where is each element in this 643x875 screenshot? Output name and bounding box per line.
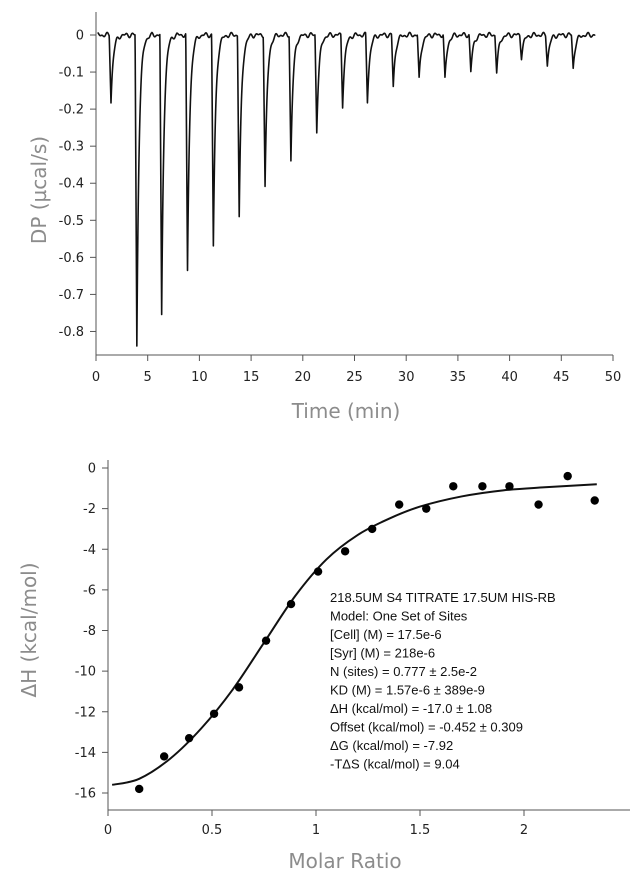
annotation-line: [Syr] (M) = 218e-6 <box>330 646 435 661</box>
thermogram-trace <box>96 31 596 347</box>
bottom-y-tick-label: -2 <box>83 502 96 517</box>
top-x-tick-label: 50 <box>605 370 622 385</box>
top-x-tick-label: 15 <box>243 370 260 385</box>
data-point <box>261 636 271 645</box>
annotation-line: ΔG (kcal/mol) = -7.92 <box>330 738 453 753</box>
top-y-tick-label: -0.2 <box>59 103 84 118</box>
thermogram-chart: 0 5 10 15 20 25 30 35 40 45 50 0 -0.1 -0.2 -0.3 -0.4 -0… <box>27 12 621 423</box>
top-y-tick-label: -0.5 <box>59 214 84 229</box>
data-point <box>234 683 244 692</box>
top-x-tick-label: 20 <box>295 370 312 385</box>
top-y-axis-title: DP (µcal/s) <box>27 136 51 244</box>
annotation-line: -TΔS (kcal/mol) = 9.04 <box>330 757 460 772</box>
top-x-tick-label: 40 <box>501 370 518 385</box>
data-point <box>449 482 458 491</box>
top-x-tick-label: 35 <box>450 370 467 385</box>
top-x-tick-label: 0 <box>92 370 100 385</box>
top-x-axis-title: Time (min) <box>291 399 401 423</box>
fit-curve <box>111 483 597 786</box>
top-y-ticks: 0 -0.1 -0.2 -0.3 -0.4 -0.5 -0.6 -0.7 -0.8 <box>59 29 96 340</box>
bottom-y-axis-title: ΔH (kcal/mol) <box>17 562 41 697</box>
data-point <box>367 524 377 534</box>
top-x-ticks: 0 5 10 15 20 25 30 35 40 45 50 <box>92 355 621 385</box>
top-x-tick-label: 25 <box>346 370 363 385</box>
top-x-tick-label: 45 <box>553 370 570 385</box>
fit-annotation: 218.5UM S4 TITRATE 17.5UM HIS-RB Model: O… <box>330 590 556 772</box>
bottom-y-tick-label: -4 <box>83 543 96 558</box>
bottom-x-tick-label: 2 <box>520 823 528 838</box>
annotation-line: Model: One Set of Sites <box>330 609 468 624</box>
annotation-line: [Cell] (M) = 17.5e-6 <box>330 627 442 642</box>
bottom-y-tick-label: -12 <box>75 705 96 720</box>
annotation-line: Offset (kcal/mol) = -0.452 ± 0.309 <box>330 720 523 735</box>
top-y-tick-label: -0.8 <box>59 325 84 340</box>
bottom-y-tick-label: -16 <box>75 787 96 802</box>
top-x-tick-label: 5 <box>144 370 152 385</box>
bottom-y-tick-label: -6 <box>83 583 96 598</box>
data-point <box>534 500 543 509</box>
bottom-x-tick-label: 0.5 <box>202 823 223 838</box>
top-x-tick-label: 30 <box>398 370 415 385</box>
data-point <box>340 547 350 556</box>
data-point <box>590 496 599 505</box>
bottom-y-tick-label: -14 <box>75 746 96 761</box>
top-x-tick-label: 10 <box>191 370 208 385</box>
data-points <box>135 471 599 794</box>
data-point <box>286 599 296 609</box>
bottom-x-tick-label: 1.5 <box>410 823 431 838</box>
data-point <box>184 733 194 743</box>
bottom-y-tick-label: 0 <box>88 462 96 477</box>
data-point <box>563 471 572 481</box>
annotation-line: KD (M) = 1.57e-6 ± 389e-9 <box>330 683 485 698</box>
data-point <box>135 784 144 794</box>
data-point <box>313 567 323 576</box>
top-y-tick-label: -0.6 <box>59 251 84 266</box>
data-point <box>159 752 169 761</box>
annotation-line: 218.5UM S4 TITRATE 17.5UM HIS-RB <box>330 590 556 605</box>
annotation-line: ΔH (kcal/mol) = -17.0 ± 1.08 <box>330 701 492 716</box>
top-y-tick-label: -0.1 <box>59 66 84 81</box>
data-point <box>422 504 431 513</box>
top-y-tick-label: 0 <box>76 29 84 44</box>
top-y-tick-label: -0.4 <box>59 177 84 192</box>
data-point <box>478 482 487 491</box>
bottom-x-tick-label: 0 <box>104 823 112 838</box>
top-y-tick-label: -0.7 <box>59 288 84 303</box>
bottom-x-axis-title: Molar Ratio <box>288 849 401 873</box>
bottom-y-tick-label: -10 <box>75 665 96 680</box>
top-y-tick-label: -0.3 <box>59 140 84 155</box>
bottom-x-tick-label: 1 <box>312 823 320 838</box>
annotation-line: N (sites) = 0.777 ± 2.5e-2 <box>330 664 477 679</box>
bottom-x-ticks: 0 0.5 1 1.5 2 <box>104 810 528 838</box>
bottom-y-ticks: 0 -2 -4 -6 -8 -10 -12 -14 -16 <box>75 462 108 802</box>
data-point <box>505 482 514 491</box>
data-point <box>395 500 404 509</box>
data-point <box>209 709 219 718</box>
bottom-y-tick-label: -8 <box>83 624 96 639</box>
isotherm-chart: 0 0.5 1 1.5 2 0 -2 -4 -6 -8 -10 -12 -14 -16 218.5UM … <box>17 460 630 873</box>
